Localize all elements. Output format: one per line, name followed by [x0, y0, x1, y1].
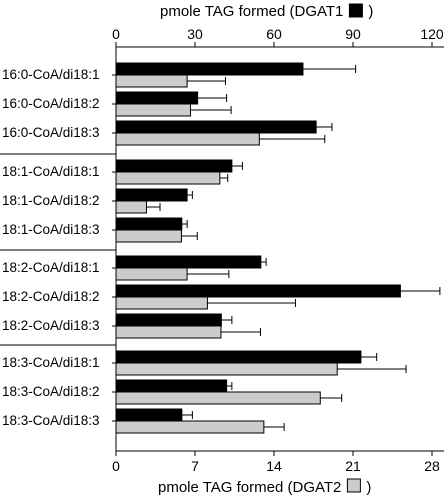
dgat1-bar [115, 379, 228, 393]
dgat1-bar [115, 159, 233, 173]
bottom-axis-tick-label: 7 [191, 458, 199, 474]
dgat1-bar [115, 284, 401, 298]
category-labels-layer: 16:0-CoA/di18:1 16:0-CoA/di18:2 16:0-CoA/d… [2, 67, 100, 428]
dgat1-bar [115, 350, 362, 364]
category-label: 18:1-CoA/di18:3 [2, 222, 100, 237]
dgat2-bar [115, 296, 208, 310]
category-label: 18:3-CoA/di18:3 [2, 413, 100, 428]
bottom-axis-title: pmole TAG formed (DGAT2 [158, 479, 341, 496]
dgat2-bar [115, 325, 222, 339]
dgat2-bar [115, 391, 321, 405]
dgat2-bar [115, 74, 188, 88]
bottom-axis-tick-label: 28 [424, 458, 440, 474]
dgat2-bar [115, 229, 182, 243]
bottom-axis-tick-label: 21 [345, 458, 361, 474]
dgat2-bar [115, 420, 265, 434]
top-axis-tick-label: 0 [112, 26, 120, 42]
dgat1-bar [115, 313, 222, 327]
dgat2-bar [115, 267, 188, 281]
dgat1-legend-swatch [348, 3, 363, 18]
top-axis-tick-label: 90 [345, 26, 361, 42]
top-axis-tick-label: 30 [187, 26, 203, 42]
bottom-axis-tick-label: 14 [266, 458, 282, 474]
dgat2-legend-swatch [346, 478, 361, 493]
top-axis-title: pmole TAG formed (DGAT1 [160, 3, 343, 20]
dgat2-bar [115, 200, 147, 214]
category-label: 18:3-CoA/di18:1 [2, 355, 100, 370]
dgat1-bar [115, 120, 317, 134]
dgat2-bar [115, 362, 338, 376]
category-label: 16:0-CoA/di18:2 [2, 96, 100, 111]
dgat1-bar [115, 217, 183, 231]
category-label: 16:0-CoA/di18:1 [2, 67, 100, 82]
bars-layer [115, 62, 441, 434]
dgat2-bar [115, 171, 221, 185]
axes-layer: 0 30 60 90 120 0 7 14 21 28 [0, 26, 444, 474]
category-label: 18:2-CoA/di18:2 [2, 289, 100, 304]
top-axis-title-closing: ) [368, 3, 373, 20]
category-label: 18:2-CoA/di18:3 [2, 318, 100, 333]
dgat1-bar [115, 255, 262, 269]
dgat2-bar [115, 132, 260, 146]
category-label: 18:1-CoA/di18:2 [2, 193, 100, 208]
category-label: 18:1-CoA/di18:1 [2, 164, 100, 179]
top-axis-tick-label: 60 [266, 26, 282, 42]
dgat2-bar [115, 103, 191, 117]
dgat1-bar [115, 188, 188, 202]
category-label: 18:3-CoA/di18:2 [2, 384, 100, 399]
dgat1-bar [115, 91, 199, 105]
dgat1-bar [115, 62, 304, 76]
category-label: 16:0-CoA/di18:3 [2, 125, 100, 140]
top-axis-tick-label: 120 [420, 26, 444, 42]
bottom-axis-tick-label: 0 [112, 458, 120, 474]
category-label: 18:2-CoA/di18:1 [2, 260, 100, 275]
dgat1-bar [115, 408, 183, 422]
bottom-axis-title-closing: ) [366, 479, 371, 496]
